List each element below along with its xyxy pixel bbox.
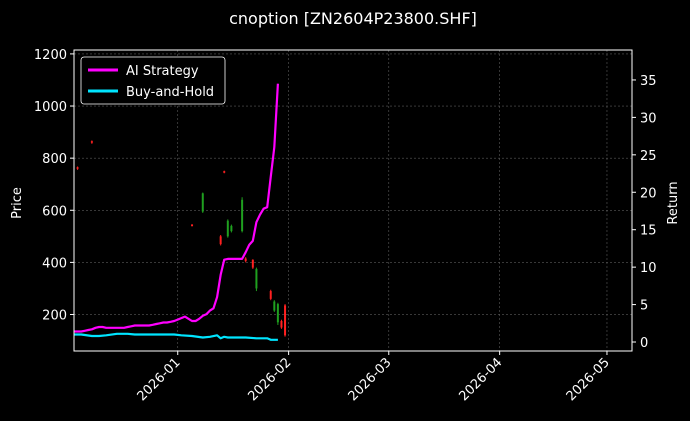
- candle-layer: [76, 140, 287, 337]
- buy-and-hold-line: [74, 332, 278, 341]
- candle-body: [201, 193, 204, 212]
- y-left-tick-label: 400: [42, 256, 67, 271]
- y-left-tick-label: 1200: [34, 48, 67, 63]
- y-right-tick-label: 20: [640, 186, 657, 201]
- candle-body: [276, 304, 279, 323]
- y-left-tick-label: 200: [42, 309, 67, 324]
- candle-body: [273, 301, 276, 311]
- candle-body: [226, 220, 229, 237]
- candle-body: [244, 258, 247, 262]
- candle-body: [280, 321, 283, 328]
- legend-label-buy-and-hold: Buy-and-Hold: [126, 85, 214, 100]
- y-left-tick-label: 600: [42, 204, 67, 219]
- legend-label-ai-strategy: AI Strategy: [126, 64, 199, 79]
- candle-body: [223, 171, 226, 173]
- candle-body: [251, 259, 254, 268]
- legend: AI Strategy Buy-and-Hold: [80, 56, 226, 105]
- grid-layer: [74, 50, 632, 351]
- y-right-tick-label: 30: [640, 111, 657, 126]
- y-right-tick-label: 5: [640, 299, 648, 314]
- candle-body: [241, 199, 244, 232]
- y-axis-left-label: Price: [10, 187, 25, 219]
- y-axis-right-label: Return: [666, 181, 681, 224]
- candle-body: [269, 291, 272, 299]
- y-right-tick-label: 15: [640, 224, 657, 239]
- candle-body: [90, 141, 93, 143]
- y-right-tick-label: 25: [640, 149, 657, 164]
- chart-title: cnoption [ZN2604P23800.SHF]: [229, 9, 477, 28]
- candle-body: [230, 225, 233, 232]
- line-layer: [74, 83, 279, 341]
- candle-body: [191, 224, 194, 227]
- candle-body: [76, 167, 79, 169]
- y-left-tick-label: 1000: [34, 100, 67, 115]
- y-left-tick-label: 800: [42, 152, 67, 167]
- y-right-tick-label: 0: [640, 336, 648, 351]
- plot-frame: [73, 49, 633, 352]
- candle-body: [255, 268, 258, 289]
- candle-body: [219, 236, 222, 245]
- y-right-tick-label: 35: [640, 74, 657, 89]
- y-right-tick-label: 10: [640, 261, 657, 276]
- candle-body: [284, 305, 287, 336]
- ai-strategy-line: [74, 83, 279, 333]
